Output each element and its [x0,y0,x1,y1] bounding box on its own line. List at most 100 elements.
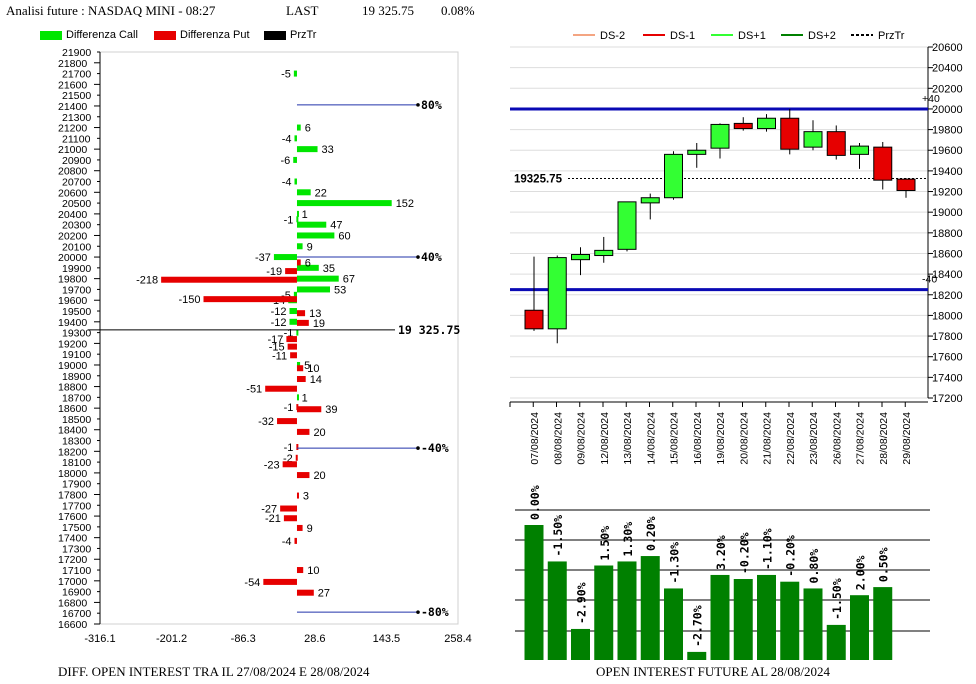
right-legend: DS-2 DS-1 DS+1 DS+2 PrzTr [573,30,905,42]
legend-swatch-prztr [264,30,286,40]
right-y-tick-label: 19000 [932,207,963,219]
put-bar [285,268,297,275]
header-change: 0.08% [441,3,475,18]
right-legend-label: DS-2 [600,30,625,42]
left-x-tick-label: 28.6 [304,633,325,645]
left-y-tick-label: 17700 [62,500,91,512]
call-bar-label: 33 [322,144,334,156]
put-bar [283,515,297,522]
call-bar-label: 67 [343,274,355,286]
header-last-label: LAST [286,3,319,18]
oi-bar [687,651,707,660]
put-bar-label: -4 [282,536,292,548]
left-y-tick-label: 20800 [58,166,87,178]
call-bar [273,254,297,261]
oi-bar [617,561,637,660]
percent-level-dot [416,103,420,107]
header-last-value: 19 325.75 [362,3,414,18]
legend-item-put: Differenza Put [154,29,250,41]
oi-bar-label: -1.30% [668,542,682,584]
right-x-tick-label: 23/08/2024 [808,412,820,465]
call-bar-label: 22 [315,187,327,199]
legend-swatch-put [154,30,176,40]
candle-body [873,146,893,181]
oi-bar-label: 2.00% [854,556,868,591]
oi-bar [780,581,800,660]
put-bar [296,406,322,413]
put-bar-label: 39 [325,404,337,416]
right-x-tick-label: 08/08/2024 [552,412,564,465]
put-bar-label: -54 [244,577,260,589]
oi-bar-label: 0.00% [528,485,542,520]
call-bar-label: -12 [271,317,287,329]
left-y-tick-label: 18500 [62,414,91,426]
put-bar [286,336,297,343]
left-y-tick-label: 21200 [58,123,87,135]
candle-body [547,257,567,330]
right-y-tick-label: 17600 [932,352,963,364]
right-y-tick-label: 19200 [932,187,963,199]
put-bar-label: 9 [307,523,313,535]
left-y-tick-label: 19200 [58,338,87,350]
right-y-tick-label: 17800 [932,331,963,343]
oi-bar-label: -1.10% [761,528,775,570]
right-x-tick-label: 16/08/2024 [692,412,704,465]
put-bar-label: 10 [307,565,319,577]
call-bar-label: -1 [284,328,294,340]
oi-bar [803,588,823,660]
put-bar-label: -15 [269,342,285,354]
candle-body [780,117,800,150]
legend-label-put: Differenza Put [180,29,250,41]
left-y-tick-label: 19700 [62,284,91,296]
left-y-tick-label: 20700 [62,177,91,189]
right-x-tick-label: 19/08/2024 [715,412,727,465]
percent-level-dot [416,446,420,450]
header-title: Analisi future : NASDAQ MINI - 08:27 [6,3,216,18]
left-y-tick-label: 21300 [62,112,91,124]
oi-bar [524,525,544,660]
candle-body [896,178,916,191]
last-price-label: 19 325.75 [398,323,460,337]
oi-bar-label: -0.20% [784,535,798,577]
put-bar [203,296,297,303]
call-bar [296,264,319,271]
left-y-tick-label: 18800 [58,382,87,394]
right-x-tick-label: 21/08/2024 [762,412,774,465]
left-y-tick-label: 21000 [58,144,87,156]
right-y-tick-label: 17200 [932,393,963,405]
put-bar [280,505,297,512]
put-bar [290,352,297,359]
right-x-tick-label: 07/08/2024 [529,412,541,465]
percent-level-label: 40% [421,250,442,264]
put-bar-label: -17 [267,334,283,346]
left-y-tick-label: 19800 [58,274,87,286]
oi-future-bar-chart: 0.00% -1.50% -2.90% 1.50% 1.30% 0.20% -1.30% -2… [515,485,930,660]
call-bar-label: -5 [281,69,291,81]
legend-item-prztr: PrzTr [264,29,316,41]
oi-bar [733,579,753,660]
legend-swatch-call [40,30,62,40]
right-legend-label: DS+2 [808,30,836,42]
call-bar-label: -5 [281,290,291,302]
oi-bar [664,588,683,660]
left-y-tick-label: 19000 [58,360,87,372]
put-bar [161,276,297,283]
left-y-tick-label: 18600 [58,403,87,415]
left-y-tick-label: 19900 [62,263,91,275]
legend-label-call: Differenza Call [66,29,138,41]
oi-bar [640,556,660,660]
right-y-tick-label: 19800 [932,125,963,137]
call-bar-label: 9 [307,241,313,253]
left-y-tick-label: 18300 [62,436,91,448]
oi-bar-label: 0.50% [877,547,891,582]
candle-body [524,309,544,330]
right-y-tick-label: 20600 [932,42,963,54]
put-bar-label: -19 [266,266,282,278]
put-bar [296,310,306,317]
right-chart-caption: OPEN INTEREST FUTURE AL 28/08/2024 [596,664,831,679]
oi-bar [547,561,567,660]
left-y-tick-label: 17500 [62,522,91,534]
left-y-tick-label: 17200 [58,554,87,566]
right-x-tick-label: 15/08/2024 [669,412,681,465]
right-y-tick-label: 20000 [932,104,963,116]
